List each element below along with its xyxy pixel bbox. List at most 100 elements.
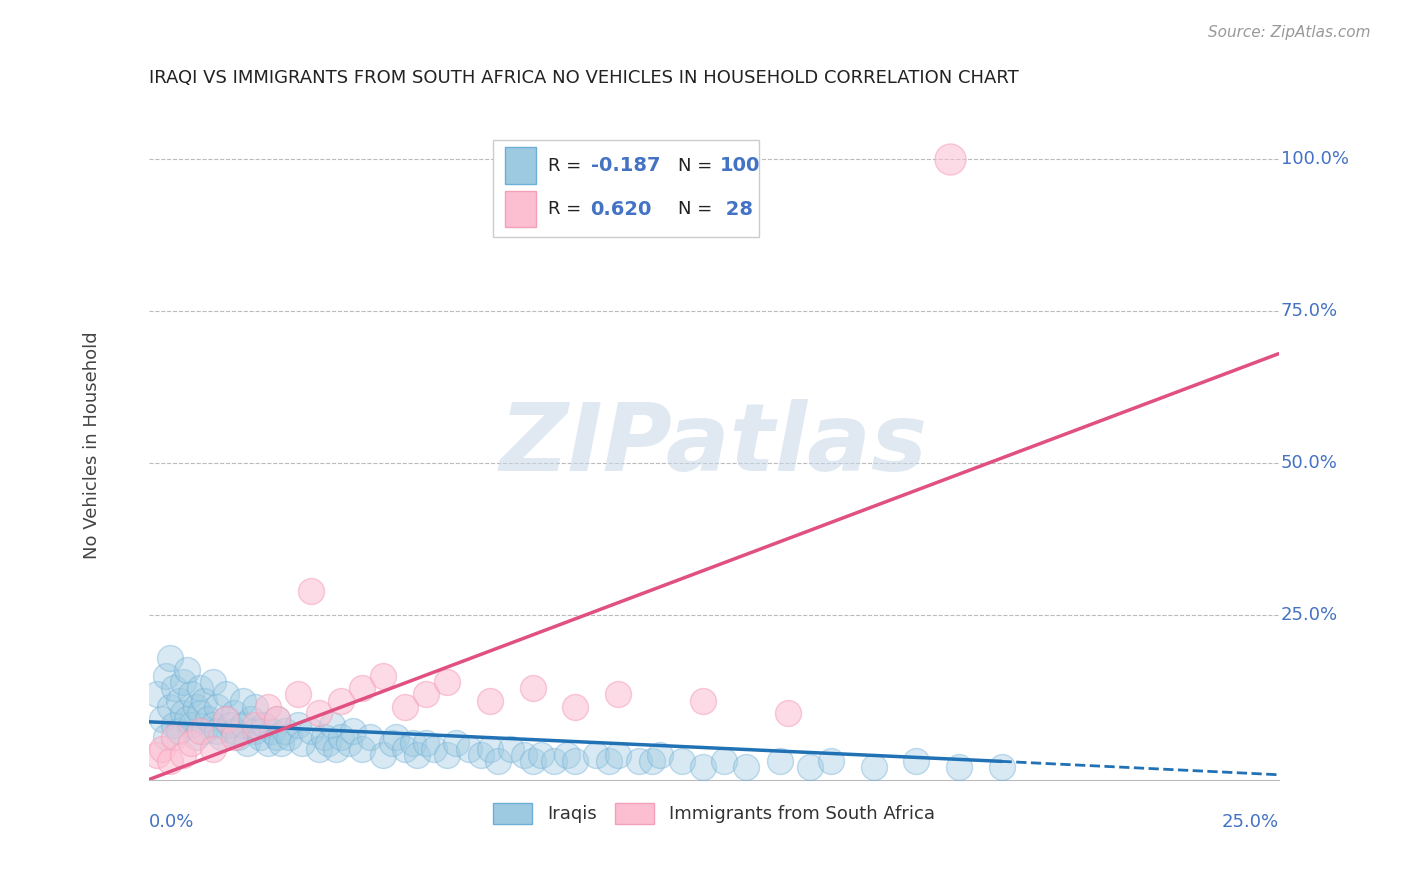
Point	[163, 718, 186, 732]
Point	[163, 730, 186, 744]
Point	[564, 699, 586, 714]
Point	[585, 748, 607, 763]
Point	[671, 755, 693, 769]
Point	[214, 688, 236, 702]
Point	[180, 736, 202, 750]
Point	[444, 736, 467, 750]
Text: -0.187: -0.187	[591, 156, 659, 176]
Point	[159, 651, 181, 665]
Text: 75.0%: 75.0%	[1281, 302, 1339, 320]
Point	[188, 723, 211, 738]
Point	[232, 718, 254, 732]
Point	[159, 755, 181, 769]
Text: 28: 28	[720, 200, 754, 219]
Point	[564, 755, 586, 769]
Point	[240, 712, 263, 726]
Point	[245, 723, 267, 738]
Point	[598, 755, 620, 769]
Point	[176, 663, 198, 677]
Text: 25.0%: 25.0%	[1222, 814, 1278, 831]
Point	[155, 730, 177, 744]
Point	[245, 718, 267, 732]
Text: N =: N =	[678, 201, 717, 219]
Point	[205, 723, 228, 738]
Text: Source: ZipAtlas.com: Source: ZipAtlas.com	[1208, 25, 1371, 40]
Point	[478, 693, 501, 707]
Point	[778, 706, 800, 720]
Point	[350, 681, 373, 696]
Point	[188, 706, 211, 720]
Text: R =: R =	[547, 157, 586, 175]
Point	[522, 681, 544, 696]
Text: ZIPatlas: ZIPatlas	[499, 399, 928, 491]
Point	[253, 718, 276, 732]
Point	[222, 723, 245, 738]
Point	[692, 693, 714, 707]
Point	[209, 730, 232, 744]
Point	[394, 742, 416, 756]
Point	[308, 742, 330, 756]
Point	[373, 669, 395, 683]
Point	[228, 730, 250, 744]
Point	[201, 742, 224, 756]
Text: 100.0%: 100.0%	[1281, 150, 1348, 168]
Point	[321, 718, 343, 732]
Point	[184, 730, 207, 744]
Point	[193, 723, 215, 738]
Point	[176, 712, 198, 726]
Text: 25.0%: 25.0%	[1281, 607, 1339, 624]
Point	[948, 760, 970, 774]
Point	[522, 755, 544, 769]
Point	[769, 755, 792, 769]
Point	[402, 736, 425, 750]
Text: 0.0%: 0.0%	[149, 814, 194, 831]
Legend: Iraqis, Immigrants from South Africa: Iraqis, Immigrants from South Africa	[485, 796, 942, 830]
Point	[457, 742, 479, 756]
Point	[249, 730, 271, 744]
Point	[214, 712, 236, 726]
Point	[436, 675, 458, 690]
Point	[641, 755, 664, 769]
Point	[734, 760, 756, 774]
Point	[337, 736, 360, 750]
Point	[329, 730, 352, 744]
Text: 0.620: 0.620	[591, 200, 652, 219]
Point	[799, 760, 821, 774]
Point	[555, 748, 578, 763]
Point	[266, 712, 288, 726]
Point	[486, 755, 509, 769]
Point	[172, 748, 194, 763]
Point	[245, 699, 267, 714]
Point	[257, 699, 280, 714]
Point	[650, 748, 672, 763]
Point	[478, 742, 501, 756]
Point	[329, 693, 352, 707]
Point	[530, 748, 553, 763]
Point	[470, 748, 492, 763]
Point	[150, 742, 173, 756]
Point	[222, 730, 245, 744]
Point	[155, 669, 177, 683]
Point	[163, 681, 186, 696]
Point	[316, 736, 339, 750]
Point	[188, 681, 211, 696]
Point	[415, 688, 437, 702]
Point	[436, 748, 458, 763]
Point	[222, 706, 245, 720]
Point	[214, 712, 236, 726]
Point	[274, 723, 297, 738]
Text: N =: N =	[678, 157, 717, 175]
Point	[299, 723, 322, 738]
Point	[159, 699, 181, 714]
Point	[172, 706, 194, 720]
Point	[862, 760, 884, 774]
Point	[278, 730, 301, 744]
Point	[820, 755, 842, 769]
Point	[172, 675, 194, 690]
Point	[415, 736, 437, 750]
Point	[350, 742, 373, 756]
Point	[218, 718, 240, 732]
Point	[146, 748, 169, 763]
Point	[257, 736, 280, 750]
Point	[385, 730, 408, 744]
